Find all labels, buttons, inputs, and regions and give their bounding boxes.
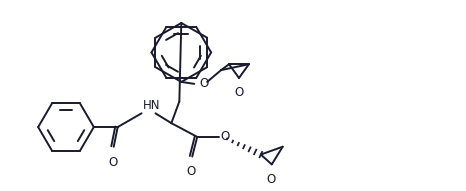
Text: O: O — [266, 173, 275, 186]
Text: O: O — [220, 130, 229, 143]
Text: O: O — [199, 77, 208, 90]
Text: O: O — [234, 86, 244, 99]
Text: O: O — [186, 165, 196, 178]
Text: O: O — [108, 155, 117, 168]
Text: HN: HN — [143, 99, 160, 112]
